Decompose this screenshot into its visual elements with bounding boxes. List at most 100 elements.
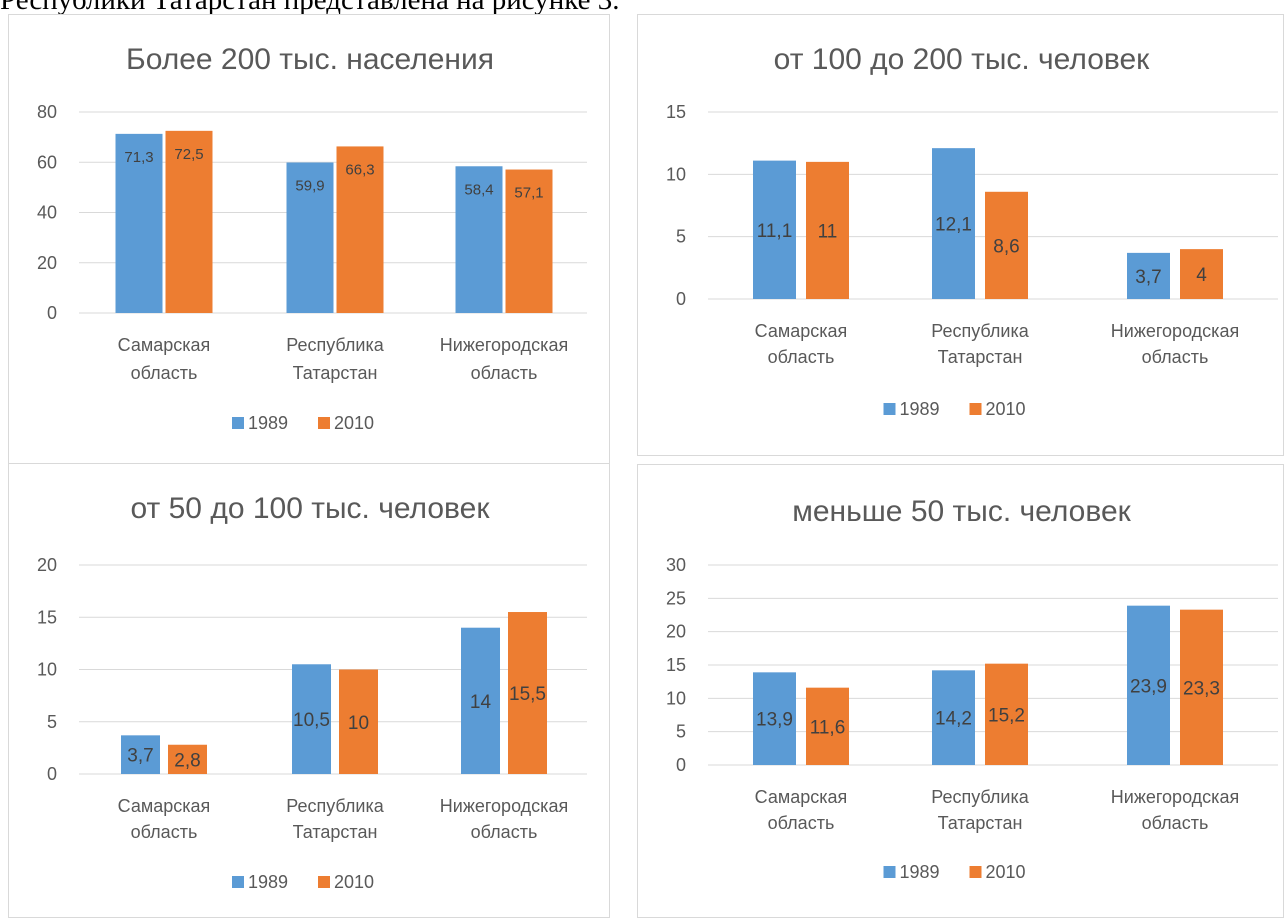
- bar-2010: [1180, 249, 1223, 299]
- data-label: 11,1: [757, 221, 793, 242]
- data-label: 23,9: [1130, 676, 1167, 697]
- category-label-line2: область: [471, 822, 538, 842]
- y-tick-label: 25: [666, 588, 686, 608]
- category-label-line2: область: [768, 813, 835, 833]
- y-tick-label: 0: [47, 303, 57, 323]
- y-tick-label: 5: [676, 722, 686, 742]
- legend-swatch-2010: [318, 417, 330, 429]
- bar-1989: [753, 672, 796, 765]
- bar-2010: [165, 130, 213, 313]
- chart-svg: от 50 до 100 тыс. человек 0 5 10 15 20 3,7 2,8 С…: [37, 492, 587, 892]
- y-tick-label: 20: [37, 555, 57, 575]
- category-label-line1: Самарская: [755, 787, 848, 807]
- legend-swatch-2010: [969, 403, 982, 415]
- legend-label-2010: 2010: [986, 862, 1026, 882]
- y-tick-label: 5: [676, 227, 686, 247]
- chart-svg: меньше 50 тыс. человек 0 5 10 15 20 25 30 13,9 11…: [666, 495, 1278, 882]
- chart-title: от 50 до 100 тыс. человек: [131, 492, 491, 525]
- category-label-line2: Татарстан: [293, 822, 378, 842]
- category-label-line1: Нижегородская: [440, 335, 568, 355]
- category-label-line1: Нижегородская: [1111, 321, 1239, 341]
- bar-1989: [932, 670, 975, 765]
- chart-100k-200k: от 100 до 200 тыс. человек 0 5 10 15 11,1 11 Са…: [637, 14, 1284, 456]
- y-tick-label: 0: [676, 755, 686, 775]
- y-tick-label: 0: [676, 289, 686, 309]
- category-label-line2: область: [1142, 347, 1209, 367]
- category-label-line1: Республика: [931, 787, 1030, 807]
- data-label: 71,3: [124, 149, 153, 166]
- bar-2010: [508, 612, 547, 774]
- data-label: 57,1: [514, 185, 543, 202]
- data-label: 23,3: [1183, 678, 1220, 699]
- bar-1989: [461, 627, 500, 774]
- data-label: 8,6: [993, 236, 1019, 257]
- bar-2010: [806, 687, 849, 765]
- legend-label-2010: 2010: [986, 399, 1026, 419]
- data-label: 15,2: [988, 705, 1025, 726]
- category-label-line2: область: [1142, 813, 1209, 833]
- chart-50k-100k: от 50 до 100 тыс. человек 0 5 10 15 20 3,7 2,8 С…: [8, 463, 610, 918]
- chart-title: меньше 50 тыс. человек: [792, 495, 1131, 528]
- y-tick-label: 10: [37, 660, 57, 680]
- bar-1989: [455, 166, 503, 313]
- y-tick-label: 40: [37, 203, 57, 223]
- bar-2010: [168, 744, 207, 774]
- legend-label-1989: 1989: [248, 872, 288, 892]
- category-label-line2: Татарстан: [293, 363, 378, 383]
- chart-title: от 100 до 200 тыс. человек: [774, 43, 1151, 76]
- data-label: 12,1: [935, 215, 972, 236]
- y-tick-label: 0: [47, 764, 57, 784]
- category-label-line1: Республика: [931, 321, 1030, 341]
- bar-2010: [339, 669, 378, 774]
- bar-1989: [121, 735, 160, 774]
- data-label: 10: [348, 713, 369, 734]
- y-tick-label: 20: [666, 622, 686, 642]
- legend-label-2010: 2010: [334, 872, 374, 892]
- category-label-line1: Республика: [286, 335, 385, 355]
- y-tick-label: 10: [666, 164, 686, 184]
- category-label-line1: Самарская: [755, 321, 848, 341]
- data-label: 59,9: [295, 178, 324, 195]
- y-tick-label: 5: [47, 712, 57, 732]
- bar-2010: [1180, 609, 1223, 765]
- y-tick-label: 15: [37, 607, 57, 627]
- data-label: 11: [818, 221, 838, 242]
- bar-1989: [292, 664, 331, 774]
- data-label: 13,9: [756, 710, 793, 731]
- legend-swatch-1989: [883, 403, 896, 415]
- y-tick-label: 10: [666, 688, 686, 708]
- category-label-line2: область: [471, 363, 538, 383]
- document-caption: Республики Татарстан представлена на рис…: [0, 0, 620, 16]
- category-label-line1: Нижегородская: [440, 796, 568, 816]
- data-label: 14,2: [935, 709, 972, 730]
- chart-svg: Более 200 тыс. населения 0 20 40 60 80 71,3 72,…: [37, 43, 587, 433]
- chart-svg: от 100 до 200 тыс. человек 0 5 10 15 11,1 11 Са…: [666, 43, 1278, 419]
- chart-title: Более 200 тыс. населения: [126, 43, 494, 76]
- data-label: 72,5: [174, 146, 203, 163]
- category-label-line2: Татарстан: [938, 813, 1023, 833]
- chart-less-50k: меньше 50 тыс. человек 0 5 10 15 20 25 30 13,9 11…: [637, 464, 1284, 918]
- bar-2010: [985, 663, 1028, 765]
- bar-2010: [336, 146, 384, 313]
- category-label-line1: Самарская: [118, 796, 211, 816]
- legend-swatch-1989: [232, 876, 244, 888]
- bar-2010: [985, 191, 1028, 299]
- bar-2010: [806, 161, 849, 299]
- data-label: 3,7: [127, 746, 153, 767]
- bar-1989: [1127, 605, 1170, 765]
- bar-2010: [505, 169, 553, 313]
- y-tick-label: 80: [37, 102, 57, 122]
- legend-swatch-2010: [969, 866, 982, 878]
- bar-1989: [753, 160, 796, 299]
- data-label: 4: [1196, 265, 1207, 286]
- y-tick-label: 30: [666, 555, 686, 575]
- data-label: 10,5: [293, 710, 330, 731]
- legend-label-1989: 1989: [900, 862, 940, 882]
- data-label: 11,6: [810, 717, 846, 738]
- data-label: 14: [470, 692, 492, 713]
- bar-1989: [115, 133, 163, 313]
- y-tick-label: 15: [666, 655, 686, 675]
- legend-label-1989: 1989: [900, 399, 940, 419]
- data-label: 66,3: [345, 161, 374, 178]
- category-label-line2: область: [131, 822, 198, 842]
